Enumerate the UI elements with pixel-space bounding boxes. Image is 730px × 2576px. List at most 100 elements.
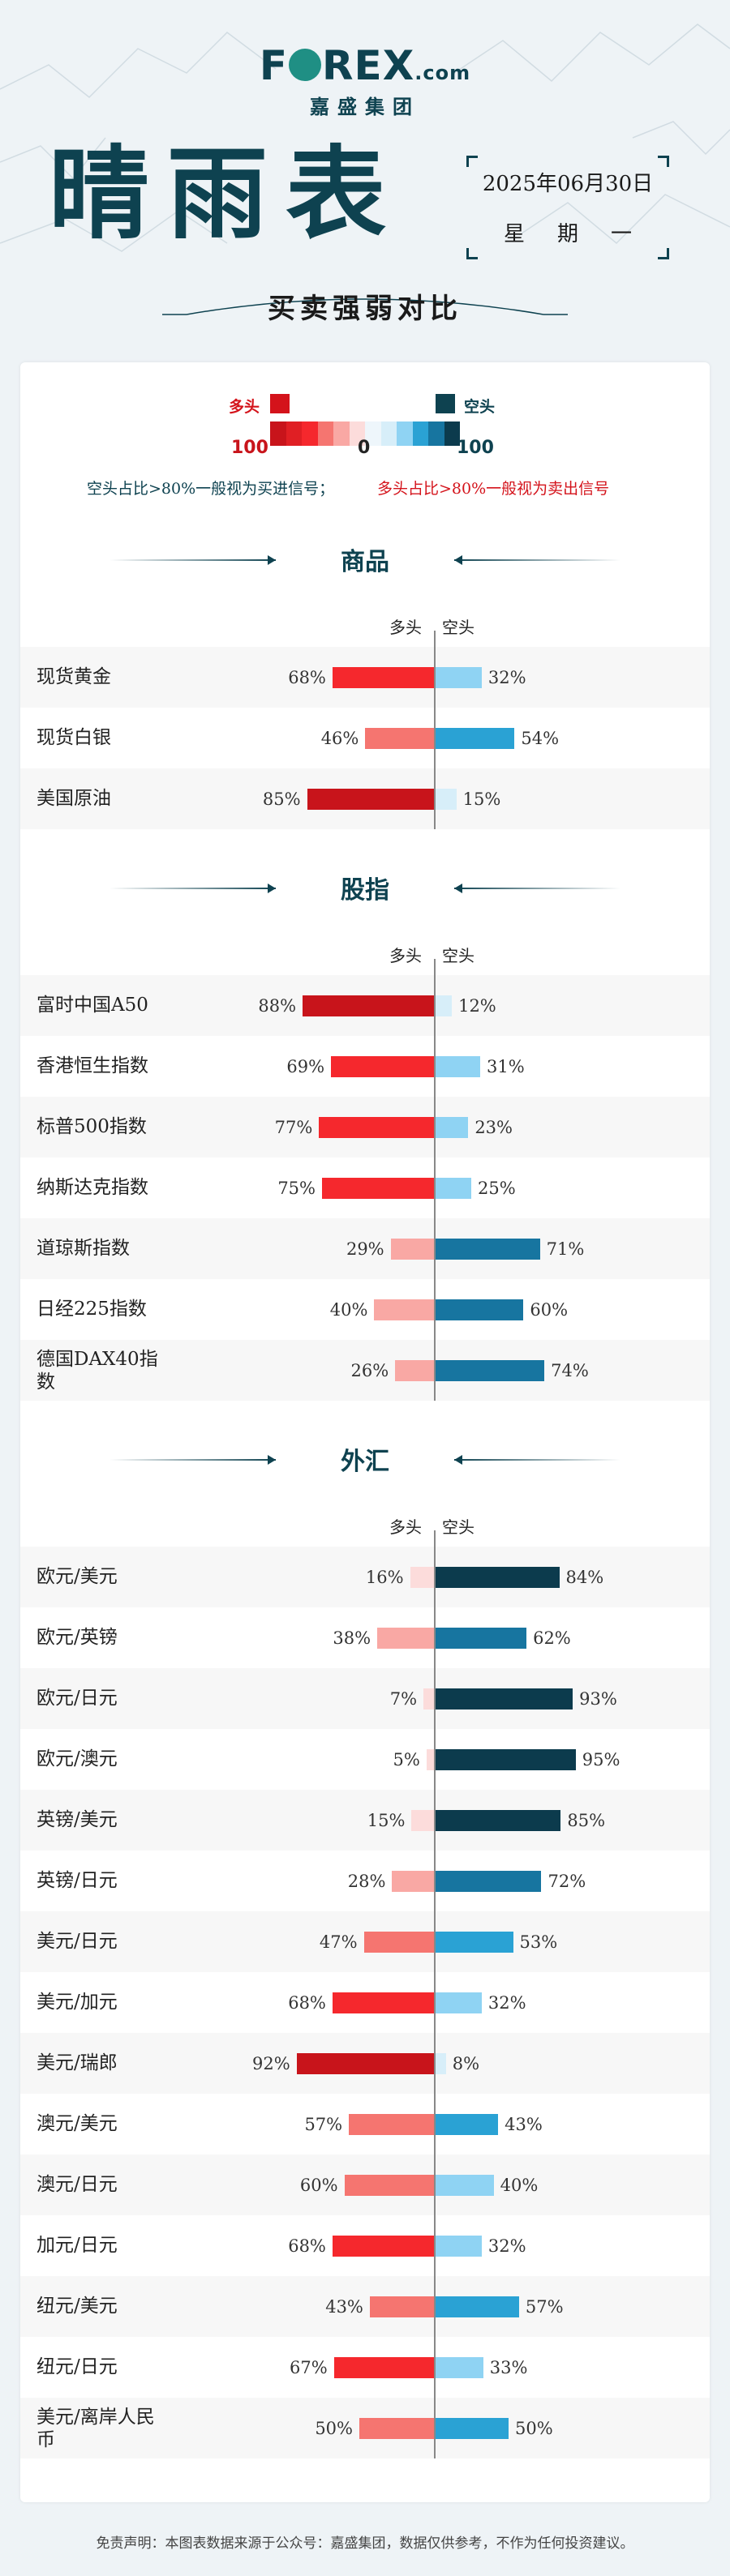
table-row: [20, 1218, 710, 1279]
bull-percent: 7%: [389, 1689, 418, 1709]
instrument-name: 香港恒生指数: [36, 1055, 148, 1076]
bull-bar: [423, 1688, 434, 1709]
section-divider-right: [454, 888, 620, 889]
bear-percent: 32%: [487, 1993, 526, 2013]
bear-percent: 40%: [500, 2176, 539, 2195]
content-card: [20, 362, 710, 2502]
section-title: 外汇: [341, 1448, 389, 1476]
bull-bar: [377, 1628, 434, 1649]
bear-bar: [434, 1992, 482, 2013]
section-divider-left: [110, 1459, 276, 1461]
instrument-name: 现货黄金: [36, 666, 111, 687]
instrument-name: 美元/离岸人民币: [36, 2407, 155, 2450]
bull-percent: 68%: [288, 1993, 326, 2013]
bull-percent: 77%: [274, 1118, 313, 1137]
bear-bar: [434, 1056, 481, 1077]
brand-logo: F REX.com: [259, 42, 471, 89]
bull-percent: 68%: [288, 2236, 326, 2256]
bull-bar: [296, 2053, 434, 2074]
bull-percent: 16%: [365, 1568, 404, 1587]
instrument-name: 道琼斯指数: [36, 1238, 130, 1259]
bull-signal-note: 多头占比>80%一般视为卖出信号: [377, 480, 610, 498]
instrument-name: 德国DAX40指数: [36, 1349, 158, 1393]
bear-percent: 8%: [452, 2054, 480, 2073]
table-row: [20, 1547, 710, 1607]
bear-percent: 85%: [567, 1811, 606, 1830]
bull-percent: 29%: [346, 1239, 384, 1259]
bear-percent: 43%: [505, 2115, 543, 2134]
bull-percent: 60%: [299, 2176, 338, 2195]
page-subtitle: 买卖强弱对比: [268, 293, 462, 325]
instrument-name: 欧元/美元: [36, 1566, 118, 1587]
instrument-name: 日经225指数: [36, 1299, 147, 1320]
instrument-name: 美元/瑞郎: [36, 2052, 118, 2073]
bear-bar: [434, 1360, 545, 1381]
bull-bar: [303, 995, 434, 1016]
bull-percent: 43%: [325, 2297, 363, 2317]
logo-circle-icon: [289, 49, 322, 81]
bull-percent: 75%: [277, 1179, 316, 1198]
bear-percent: 32%: [487, 2236, 526, 2256]
bear-bar: [434, 1299, 524, 1320]
section-divider-left-arrow: [268, 1455, 276, 1465]
bull-bar: [426, 1749, 434, 1770]
bull-bar: [332, 2236, 434, 2257]
bear-percent: 15%: [462, 789, 501, 809]
section-title: 股指: [341, 876, 389, 905]
bear-signal-note: 空头占比>80%一般视为买进信号；: [87, 480, 335, 498]
legend-bear-label: 空头: [464, 398, 496, 416]
bull-percent: 57%: [304, 2115, 343, 2134]
date-box: 2025年06月30日 星期一: [466, 156, 669, 259]
bear-bar: [434, 2418, 509, 2439]
column-header-bull: 多头: [389, 618, 422, 637]
bear-bar: [434, 1567, 560, 1588]
bull-bar: [333, 2357, 434, 2378]
section-divider-right: [454, 559, 620, 561]
instrument-name: 纽元/日元: [36, 2356, 118, 2377]
bear-bar: [434, 667, 482, 688]
bull-bar: [307, 789, 434, 810]
bear-bar: [434, 1239, 540, 1260]
bull-bar: [411, 1810, 434, 1831]
bear-percent: 23%: [474, 1118, 513, 1137]
bear-percent: 95%: [582, 1750, 620, 1769]
bull-bar: [344, 2175, 434, 2196]
column-header-bear: 空头: [442, 946, 474, 965]
bear-percent: 50%: [515, 2419, 553, 2438]
instrument-name: 英镑/日元: [36, 1870, 118, 1891]
disclaimer: 免责声明：本图表数据来源于公众号：嘉盛集团，数据仅供参考，不作为任何投资建议。: [96, 2535, 634, 2552]
legend-bull-swatch: [270, 394, 290, 413]
legend-bull-label: 多头: [229, 398, 260, 416]
bull-bar: [395, 1360, 434, 1381]
bull-percent: 5%: [393, 1750, 420, 1769]
bull-bar: [332, 667, 434, 688]
bear-percent: 12%: [458, 996, 496, 1016]
bull-bar: [410, 1567, 434, 1588]
instrument-name: 欧元/日元: [36, 1688, 118, 1709]
instrument-name: 标普500指数: [36, 1116, 147, 1137]
background-chart-lines: [0, 24, 730, 315]
bull-bar: [369, 2296, 434, 2317]
bear-percent: 74%: [551, 1361, 589, 1380]
bear-bar: [434, 2053, 446, 2074]
bull-percent: 26%: [350, 1361, 389, 1380]
bear-bar: [434, 995, 453, 1016]
instrument-name: 欧元/澳元: [36, 1748, 118, 1769]
center-axis: [434, 959, 436, 1401]
page-title: 晴雨表: [49, 135, 405, 253]
legend-zero: 0: [358, 438, 371, 458]
instrument-name: 澳元/美元: [36, 2113, 118, 2134]
bear-bar: [434, 1871, 542, 1892]
bear-bar: [434, 2175, 494, 2196]
column-header-bull: 多头: [389, 946, 422, 965]
bear-percent: 84%: [565, 1568, 604, 1587]
section-divider-left: [110, 888, 276, 889]
bear-bar: [434, 789, 457, 810]
section-title: 商品: [341, 548, 389, 576]
bull-percent: 15%: [367, 1811, 406, 1830]
section-divider-right-arrow: [454, 884, 462, 893]
bear-bar: [434, 1178, 471, 1199]
brand-name: 嘉盛集团: [310, 96, 420, 118]
instrument-name: 澳元/日元: [36, 2174, 118, 2195]
bull-percent: 88%: [258, 996, 297, 1016]
